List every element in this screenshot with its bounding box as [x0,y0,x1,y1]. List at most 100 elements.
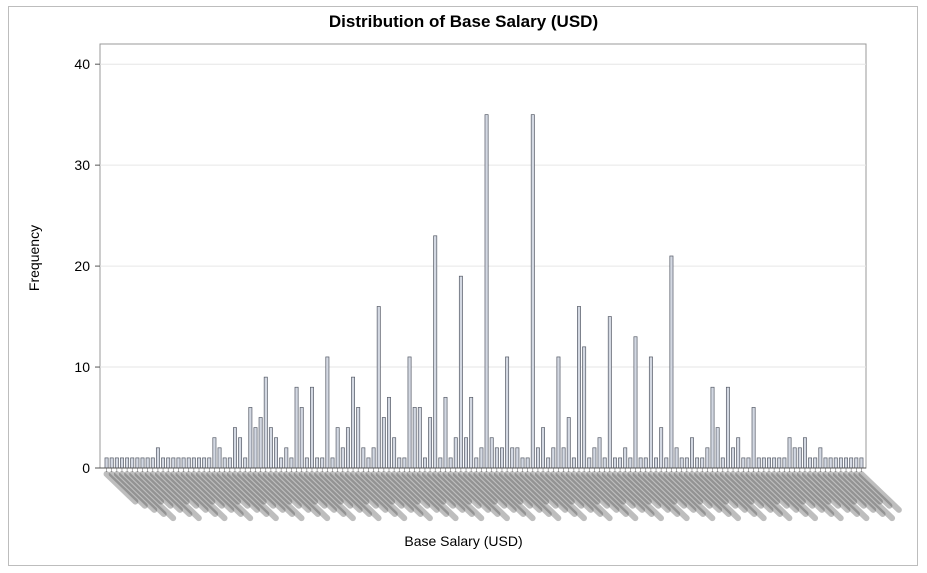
histogram-bar [551,447,556,469]
histogram-bar [500,447,504,469]
x-tick-label [617,471,652,505]
histogram-bar [166,457,171,469]
x-tick-label [139,471,183,513]
x-tick-label [231,471,267,505]
x-tick-label [355,471,408,522]
x-tick-label [360,471,396,505]
histogram-bar [268,427,273,469]
histogram-bar [227,457,232,469]
x-tick-label [175,471,228,522]
histogram-bar [479,447,484,469]
x-tick-label [237,471,277,509]
x-tick-label [226,471,279,522]
plot-area-border [99,43,867,469]
histogram-bar [797,447,802,469]
histogram-bar [407,356,412,469]
histogram-bar [253,427,258,469]
histogram-bar [494,447,499,469]
x-tick-label [801,471,842,509]
histogram-bar [392,437,397,469]
x-tick-label [267,471,312,513]
histogram-bar [207,457,212,469]
histogram-bar [458,275,463,469]
x-tick-label [745,471,781,505]
histogram-bar [849,457,854,469]
x-tick-label [509,471,562,522]
histogram-bar [417,407,422,469]
histogram-bar [340,447,345,469]
histogram-bar [330,457,335,469]
x-tick-label [750,471,790,509]
histogram-bar [623,447,628,469]
x-tick-label [740,471,793,522]
histogram-bar [155,447,160,469]
x-tick-label [642,471,678,505]
histogram-bar [792,447,797,469]
histogram-bar [120,457,124,469]
histogram-bar [541,427,545,469]
histogram-bar [469,396,474,469]
histogram-bar [756,457,761,469]
x-tick-label [344,471,389,513]
x-tick-label [447,471,492,513]
histogram-bar [381,417,386,469]
x-tick-label [853,471,893,509]
x-tick-label [678,471,723,513]
histogram-bar [248,407,253,469]
x-tick-label [653,471,697,513]
histogram-bar [423,457,427,469]
x-tick-label [504,471,552,518]
x-tick-label [591,471,627,505]
histogram-bar [428,417,433,469]
x-tick-label [242,471,286,513]
histogram-bar [751,407,756,469]
histogram-bar [679,457,684,469]
x-tick-label [673,471,713,509]
histogram-bar [561,447,566,469]
x-tick-label [365,471,405,509]
x-tick-label [129,471,165,505]
y-tick-label: 30 [74,157,90,173]
histogram-bar [546,457,551,469]
x-tick-label [719,471,755,505]
x-tick-label [637,471,690,522]
x-tick-label [807,471,851,513]
histogram-bar [438,457,443,469]
histogram-bar [310,386,314,469]
histogram-bar [145,457,150,469]
histogram-bar [803,437,807,469]
histogram-bar [823,457,828,469]
histogram-bar [402,457,407,469]
x-tick-label [262,471,302,509]
x-tick-label [334,471,370,505]
histogram-bar [150,457,155,469]
x-tick-label [766,471,819,522]
histogram-bar [854,457,859,469]
x-tick-label [694,471,729,505]
histogram-bar [320,457,325,469]
x-tick-label [514,471,550,505]
histogram-bar [274,437,278,469]
x-tick-label [606,471,655,518]
histogram-bar [366,457,371,469]
histogram-bar [186,457,191,469]
x-axis-label: Base Salary (USD) [404,533,523,549]
x-tick-label [124,471,177,522]
histogram-bar [484,114,489,469]
x-tick-label [380,471,433,522]
x-tick-label [658,471,706,518]
histogram-bar [602,457,607,469]
histogram-bar [515,447,520,469]
x-tick-label [134,471,174,509]
x-tick-label [843,471,896,522]
x-tick-label [421,471,466,513]
x-tick-label [437,471,473,505]
histogram-bar [325,356,330,469]
x-tick-label [601,471,646,513]
x-tick-label [288,471,328,509]
x-tick-label [463,471,498,505]
x-tick-label [144,471,193,518]
histogram-bar [489,437,494,469]
histogram-bar [746,457,751,469]
